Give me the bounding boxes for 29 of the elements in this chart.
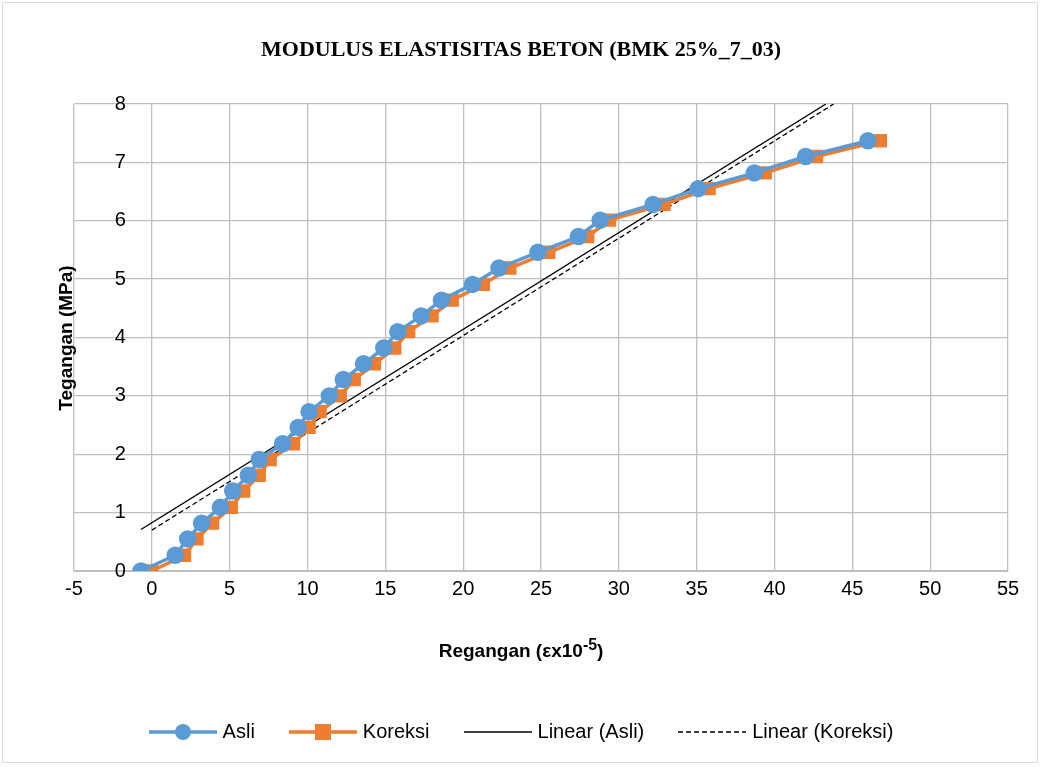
legend-label: Koreksi (362, 720, 430, 743)
x-tick-label: 0 (146, 576, 158, 599)
x-axis-title: Regangan (εx10$^{-5}$) (437, 636, 605, 663)
y-tick-label: 2 (114, 441, 126, 464)
legend-label: Linear (Koreksi) (752, 720, 894, 743)
x-tick-label: -5 (65, 576, 83, 599)
y-tick-label: 1 (114, 500, 126, 523)
x-tick-label: 30 (607, 576, 630, 599)
x-tick-label: 25 (529, 576, 553, 599)
y-tick-label: 7 (114, 149, 126, 172)
chart-title: MODULUS ELASTISITAS BETON (BMK 25%_7_03) (260, 36, 782, 62)
x-tick-label: 40 (763, 576, 786, 599)
x-tick-label: 35 (685, 576, 708, 599)
y-tick-label: 4 (114, 325, 126, 348)
x-tick-label: 10 (296, 576, 319, 599)
y-tick-label: 3 (114, 383, 126, 406)
x-tick-label: 15 (374, 576, 397, 599)
y-tick-label: 6 (114, 208, 126, 231)
legend-label: Asli (222, 720, 255, 743)
legend-label: Linear (Asli) (537, 720, 645, 743)
x-tick-label: 20 (452, 576, 475, 599)
x-tick-label: 55 (996, 576, 1020, 599)
y-axis-title: Tegangan (MPa) (55, 265, 77, 411)
x-tick-label: 45 (841, 576, 864, 599)
y-tick-label: 8 (114, 91, 126, 114)
y-tick-label: 0 (114, 558, 126, 581)
x-tick-label: 50 (919, 576, 942, 599)
y-tick-label: 5 (114, 266, 126, 289)
x-tick-label: 5 (224, 576, 236, 599)
